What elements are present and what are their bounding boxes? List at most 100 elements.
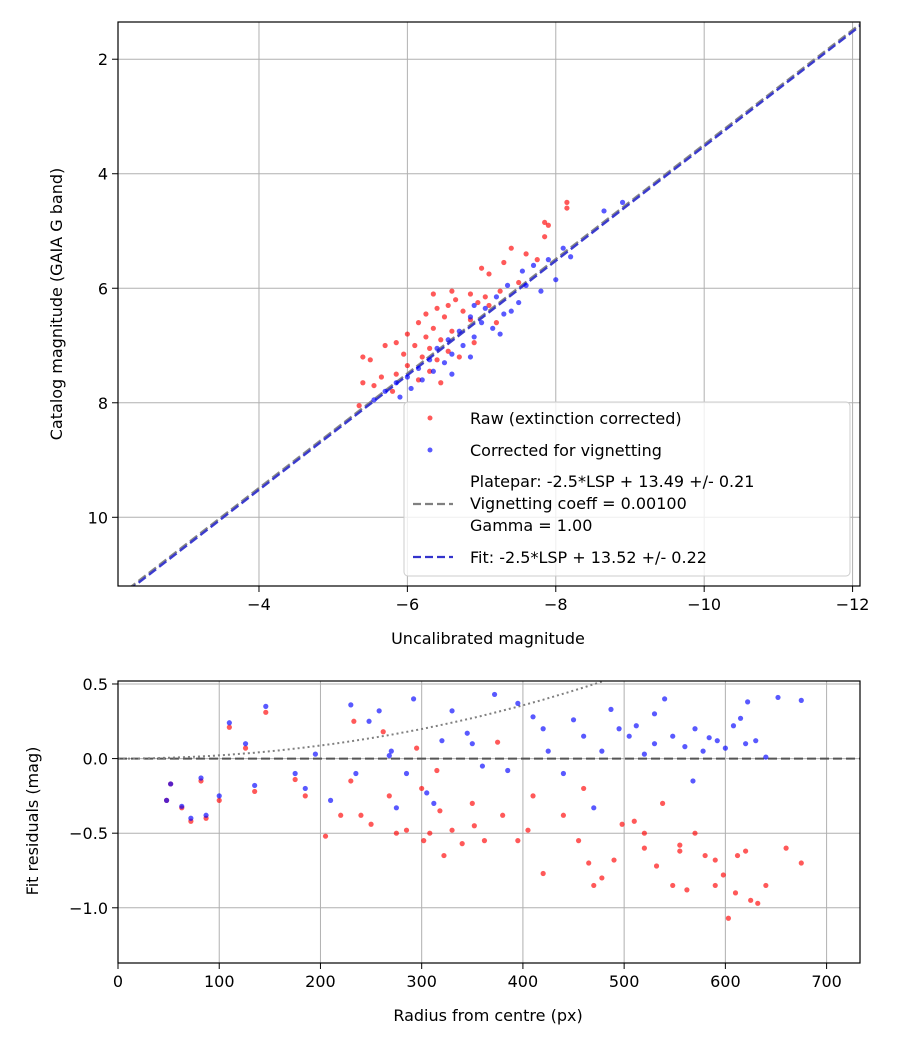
data-point	[482, 305, 488, 311]
data-point	[755, 900, 761, 906]
data-point	[419, 785, 425, 792]
data-point	[449, 328, 455, 334]
data-point	[712, 857, 718, 863]
top-plot-points	[356, 199, 626, 409]
data-point	[403, 827, 410, 833]
data-point	[438, 337, 444, 343]
data-point	[530, 262, 537, 268]
data-point	[263, 709, 269, 715]
data-point	[702, 852, 708, 859]
y-tick-label: 4	[98, 165, 108, 184]
legend-label-platepar-3: Gamma = 1.00	[470, 516, 592, 535]
data-point	[467, 314, 474, 320]
data-point	[706, 735, 712, 741]
data-point	[714, 738, 720, 744]
data-point	[692, 726, 698, 732]
data-point	[252, 782, 258, 789]
data-point	[599, 875, 605, 881]
data-point	[327, 797, 334, 803]
data-point	[393, 805, 399, 811]
data-point	[386, 753, 392, 759]
x-tick-label: 100	[204, 972, 235, 991]
top-x-axis-label: Uncalibrated magnitude	[391, 629, 585, 648]
data-point	[427, 830, 433, 836]
y-tick-label: 2	[98, 50, 108, 69]
legend-label-fit: Fit: -2.5*LSP + 13.52 +/- 0.22	[470, 548, 707, 567]
legend-label-corrected: Corrected for vignetting	[470, 441, 662, 460]
data-point	[581, 733, 587, 739]
data-point	[505, 767, 511, 774]
data-point	[393, 340, 399, 346]
data-point	[690, 778, 696, 784]
top-plot-fit-lines	[130, 23, 860, 586]
legend-marker-corrected	[427, 447, 433, 453]
data-point	[412, 342, 418, 349]
data-point	[371, 397, 377, 403]
data-point	[449, 371, 455, 377]
data-point	[542, 219, 548, 226]
y-tick-label: −1.0	[69, 899, 108, 918]
data-point	[348, 778, 354, 784]
data-point	[388, 748, 394, 754]
data-point	[401, 351, 407, 357]
x-tick-label: −10	[687, 595, 721, 614]
data-point	[358, 812, 364, 818]
data-point	[242, 741, 249, 747]
data-point	[445, 348, 451, 354]
data-point	[619, 821, 625, 827]
data-point	[427, 357, 433, 363]
data-point	[564, 205, 570, 211]
data-point	[216, 793, 222, 799]
data-point	[682, 744, 688, 750]
data-point	[441, 360, 448, 366]
data-point	[732, 890, 739, 896]
data-point	[540, 870, 546, 877]
bottom-plot: 0 100 200 300 400 500 600 700 0.5 0.0 −0.5 −1.0 Rad…	[23, 675, 861, 1025]
data-point	[660, 800, 666, 806]
data-point	[404, 362, 410, 369]
data-point	[367, 357, 373, 363]
data-point	[730, 723, 737, 729]
top-plot-legend: Raw (extinction corrected) Corrected for…	[403, 401, 851, 577]
data-point	[242, 745, 249, 751]
data-point	[292, 770, 298, 777]
data-point	[530, 793, 536, 799]
data-point	[430, 291, 436, 297]
bottom-plot-reference-lines	[118, 681, 860, 760]
data-point	[263, 703, 269, 709]
data-point	[763, 882, 769, 889]
data-point	[568, 254, 574, 260]
bottom-x-axis-label: Radius from centre (px)	[393, 1006, 582, 1025]
y-tick-label: 10	[88, 508, 108, 527]
data-point	[591, 805, 597, 811]
data-point	[631, 818, 637, 824]
data-point	[775, 694, 781, 701]
data-point	[421, 838, 427, 844]
data-point	[633, 723, 639, 729]
data-point	[545, 257, 551, 263]
data-point	[469, 741, 475, 747]
data-point	[419, 354, 425, 360]
data-point	[467, 291, 474, 297]
data-point	[445, 302, 451, 309]
x-tick-label: 500	[609, 972, 640, 991]
top-plot-ticks: −4 −6 −8 −10 −12 2 4 6 8 10	[88, 50, 870, 614]
bottom-plot-points	[163, 691, 804, 921]
data-point	[168, 781, 174, 787]
data-point	[497, 331, 503, 337]
data-point	[662, 696, 668, 702]
data-point	[737, 715, 744, 721]
data-point	[478, 320, 485, 326]
data-point	[753, 738, 759, 744]
data-point	[684, 887, 690, 893]
data-point	[491, 691, 498, 698]
data-point	[322, 833, 329, 839]
data-point	[403, 770, 410, 777]
data-point	[545, 222, 551, 228]
data-point	[763, 754, 769, 760]
data-point	[475, 299, 481, 306]
data-point	[725, 915, 732, 921]
data-point	[453, 297, 459, 303]
data-point	[348, 702, 354, 708]
